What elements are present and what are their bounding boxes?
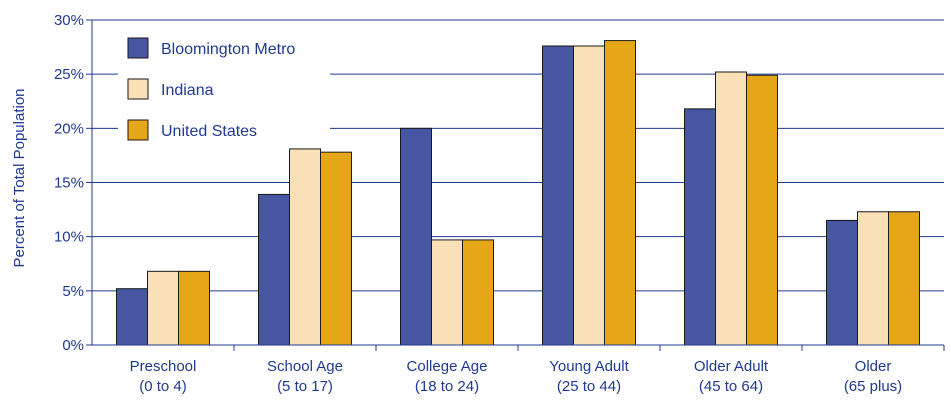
- bar: [431, 239, 463, 346]
- legend-label: Bloomington Metro: [161, 41, 295, 58]
- bar: [715, 71, 747, 346]
- bar: [826, 219, 858, 346]
- x-category-label: Older: [855, 358, 892, 375]
- x-category-label: (0 to 4): [139, 378, 187, 395]
- x-category-label: (65 plus): [844, 378, 902, 395]
- y-tick-label: 0%: [62, 337, 84, 354]
- x-category-label: College Age: [407, 358, 488, 375]
- legend-background: [118, 30, 330, 140]
- bar: [178, 270, 210, 346]
- legend-label: United States: [161, 123, 257, 140]
- axes: [86, 19, 945, 351]
- x-category-label: School Age: [267, 358, 343, 375]
- y-tick-label: 25%: [54, 66, 84, 83]
- x-category-label: Older Adult: [694, 358, 769, 375]
- bar: [289, 148, 321, 346]
- y-tick-label: 10%: [54, 229, 84, 246]
- bar: [400, 127, 432, 346]
- bar: [320, 151, 352, 346]
- x-category-labels: Preschool (0 to 4) School Age (5 to 17) Coll…: [130, 358, 903, 395]
- bar: [462, 239, 494, 346]
- legend-swatch: [127, 37, 149, 59]
- bar: [604, 40, 636, 346]
- bar: [116, 288, 148, 346]
- x-category-label: (18 to 24): [415, 378, 479, 395]
- x-category-label: (5 to 17): [277, 378, 333, 395]
- x-category-label: (45 to 64): [699, 378, 763, 395]
- y-axis-label: Percent of Total Population: [11, 88, 28, 267]
- y-tick-labels: 0% 5% 10% 15% 20% 25% 30%: [54, 12, 84, 354]
- legend-swatch: [127, 78, 149, 100]
- bar: [857, 211, 889, 346]
- y-tick-label: 5%: [62, 283, 84, 300]
- bar: [888, 211, 920, 346]
- bar: [746, 74, 778, 346]
- bar: [258, 193, 290, 346]
- y-tick-label: 15%: [54, 175, 84, 192]
- bar: [684, 108, 716, 346]
- legend-label: Indiana: [161, 82, 214, 99]
- x-category-label: Preschool: [130, 358, 197, 375]
- legend-swatch: [127, 119, 149, 141]
- x-category-label: (25 to 44): [557, 378, 621, 395]
- bar: [542, 45, 574, 346]
- bars: [116, 40, 920, 346]
- y-tick-label: 30%: [54, 12, 84, 29]
- bar: [573, 45, 605, 346]
- legend: Bloomington Metro Indiana United States: [118, 30, 330, 141]
- bar: [147, 270, 179, 346]
- x-category-label: Young Adult: [549, 358, 629, 375]
- y-tick-label: 20%: [54, 120, 84, 137]
